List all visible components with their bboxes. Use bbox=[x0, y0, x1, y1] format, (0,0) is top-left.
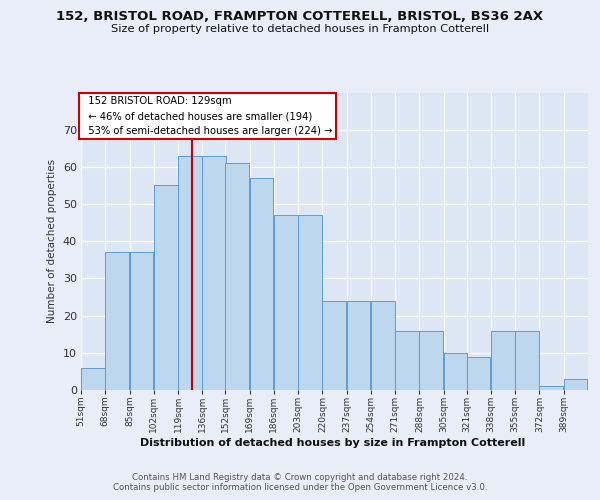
Text: Distribution of detached houses by size in Frampton Cotterell: Distribution of detached houses by size … bbox=[140, 438, 526, 448]
Bar bbox=[154, 186, 178, 390]
Bar bbox=[225, 163, 249, 390]
Bar bbox=[250, 178, 273, 390]
Text: 152, BRISTOL ROAD, FRAMPTON COTTERELL, BRISTOL, BS36 2AX: 152, BRISTOL ROAD, FRAMPTON COTTERELL, B… bbox=[56, 10, 544, 23]
Bar bbox=[202, 156, 226, 390]
Bar bbox=[539, 386, 563, 390]
Bar bbox=[347, 300, 370, 390]
Bar bbox=[274, 215, 298, 390]
Bar bbox=[515, 330, 539, 390]
Bar bbox=[467, 356, 490, 390]
Bar bbox=[444, 353, 467, 390]
Text: 152 BRISTOL ROAD: 129sqm
  ← 46% of detached houses are smaller (194)
  53% of s: 152 BRISTOL ROAD: 129sqm ← 46% of detach… bbox=[82, 96, 333, 136]
Bar bbox=[298, 215, 322, 390]
Bar bbox=[322, 300, 346, 390]
Bar bbox=[564, 379, 587, 390]
Text: Contains HM Land Registry data © Crown copyright and database right 2024.: Contains HM Land Registry data © Crown c… bbox=[132, 472, 468, 482]
Bar bbox=[395, 330, 419, 390]
Bar bbox=[419, 330, 443, 390]
Bar bbox=[130, 252, 153, 390]
Bar bbox=[105, 252, 129, 390]
Y-axis label: Number of detached properties: Number of detached properties bbox=[47, 159, 57, 324]
Bar bbox=[491, 330, 515, 390]
Text: Size of property relative to detached houses in Frampton Cotterell: Size of property relative to detached ho… bbox=[111, 24, 489, 34]
Bar bbox=[81, 368, 105, 390]
Text: Contains public sector information licensed under the Open Government Licence v3: Contains public sector information licen… bbox=[113, 483, 487, 492]
Bar bbox=[178, 156, 202, 390]
Bar bbox=[371, 300, 395, 390]
